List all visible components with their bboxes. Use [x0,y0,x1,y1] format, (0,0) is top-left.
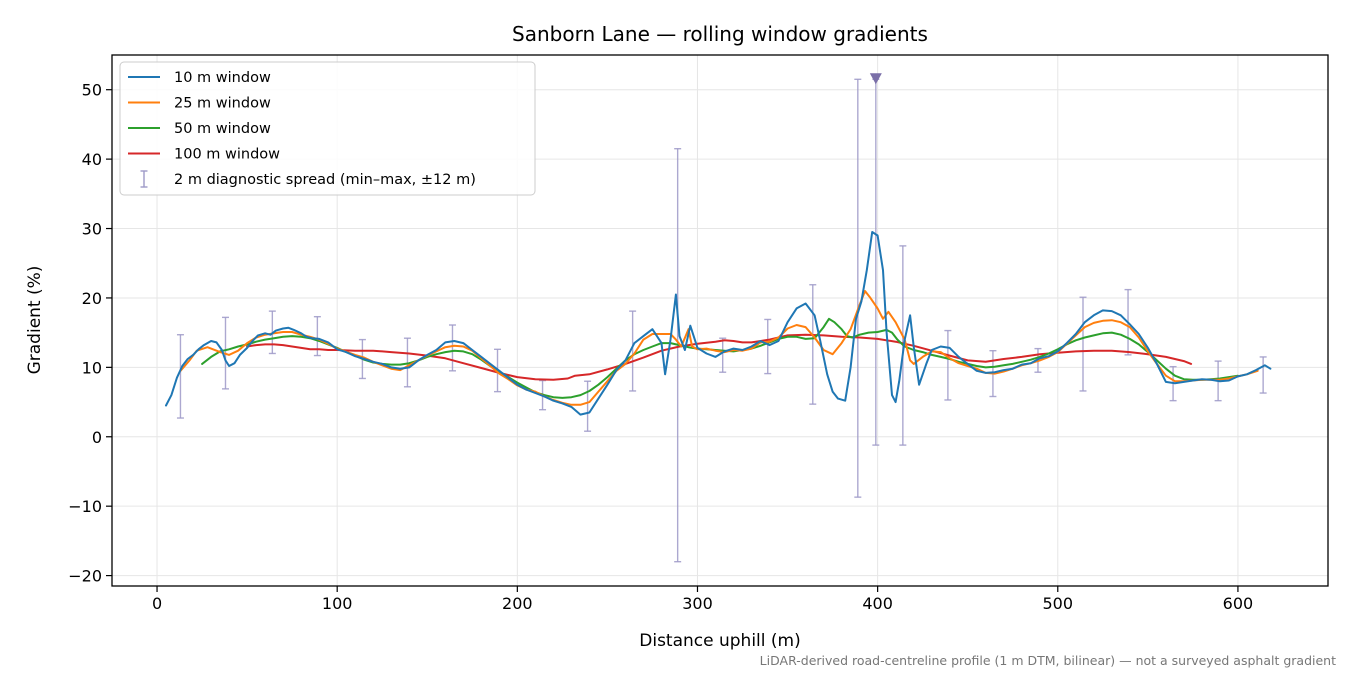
legend-label: 100 m window [174,147,280,163]
legend-box [119,61,536,196]
error-bar [809,284,817,405]
error-bar [1079,296,1087,392]
error-bar [629,310,637,392]
y-tick-label: −20 [68,567,102,586]
x-tick-label: 200 [502,594,533,613]
legend-label: 25 m window [174,96,271,112]
error-bar [584,380,592,432]
y-tick-label: −10 [68,497,102,516]
y-tick-label: 20 [82,289,102,308]
legend-entry: 2 m diagnostic spread (min–max, ±12 m) [140,170,476,188]
y-tick-label: 40 [82,150,102,169]
error-bar [719,337,727,373]
series-line-10-m-window [165,231,1272,416]
legend: 10 m window 25 m window 50 m window 100 m w… [119,61,536,196]
error-bar [854,78,862,498]
markers [869,73,882,85]
legend-entry: 25 m window [128,96,271,112]
x-axis-title: Distance uphill (m) [639,631,800,651]
footnote: LiDAR-derived road-centreline profile (1… [760,653,1336,668]
x-tick-label: 500 [1043,594,1074,613]
axis-ticks: 0 100 200 300 400 500 600 −20 −10 0 10 20 30 40 50 [68,81,1253,613]
legend-label: 50 m window [174,121,271,137]
plot-frame [111,54,1329,587]
error-bar [1259,356,1267,394]
x-tick-label: 0 [152,594,162,613]
x-tick-label: 100 [322,594,353,613]
legend-entry: 100 m window [128,147,280,163]
error-bar [764,318,772,375]
y-tick-label: 30 [82,220,102,239]
y-tick-label: 50 [82,81,102,100]
error-bar [944,329,952,401]
y-axis-title: Gradient (%) [25,266,45,375]
x-tick-label: 400 [862,594,893,613]
legend-entry: 50 m window [128,121,271,137]
x-tick-label: 300 [682,594,713,613]
series-lines [165,231,1272,416]
y-tick-label: 0 [92,428,102,447]
x-tick-label: 600 [1223,594,1254,613]
triangle-down-marker [869,73,882,85]
legend-label: 10 m window [174,70,271,86]
chart-title: Sanborn Lane — rolling window gradients [512,22,928,46]
error-bar [176,334,184,419]
legend-label: 2 m diagnostic spread (min–max, ±12 m) [174,172,476,188]
y-tick-label: 10 [82,358,102,377]
error-bar [674,148,682,563]
error-bar [448,324,456,372]
legend-entry: 10 m window [128,70,271,86]
